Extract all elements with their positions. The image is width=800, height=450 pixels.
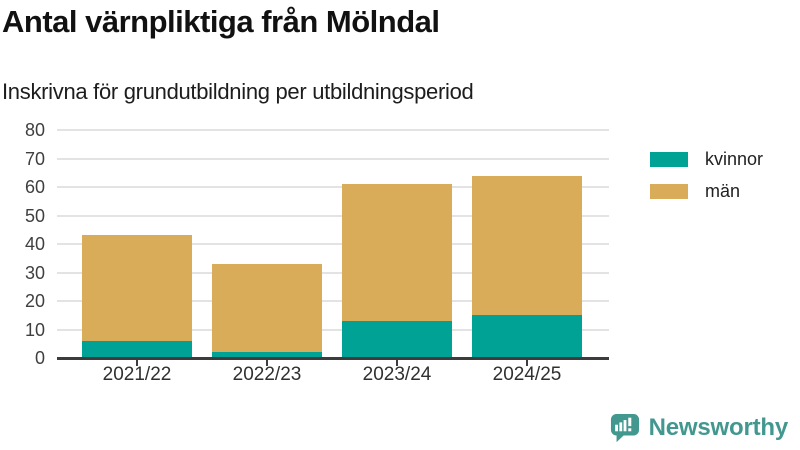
x-axis-tick-label: 2023/24 [362, 364, 432, 385]
chart-subtitle: Inskrivna för grundutbildning per utbild… [2, 79, 474, 104]
legend-swatch [650, 184, 688, 199]
gridline [57, 271, 609, 274]
y-axis-tick-label: 10 [24, 319, 45, 340]
bar-segment-män [82, 235, 192, 341]
y-axis-tick-label: 30 [24, 262, 45, 283]
gridline [57, 129, 609, 131]
x-axis-tick [266, 359, 268, 366]
bar-segment-män [342, 184, 452, 321]
bar-segment-män [472, 175, 582, 316]
bar-segment-kvinnor [82, 340, 192, 358]
legend: kvinnor män [650, 149, 763, 213]
legend-label: män [705, 181, 741, 201]
bar-segment-kvinnor [472, 315, 582, 358]
x-axis-line [57, 357, 609, 360]
y-axis-tick-label: 70 [24, 148, 45, 169]
plot-area [57, 129, 609, 366]
gridline [57, 214, 609, 217]
gridline [57, 328, 609, 331]
y-axis-tick-label: 20 [24, 291, 45, 311]
newsworthy-logo-icon [610, 413, 639, 443]
y-axis-tick-label: 60 [24, 177, 45, 197]
brand-name: Newsworthy [648, 414, 789, 441]
gridline [57, 157, 609, 160]
y-axis-tick-label: 80 [24, 120, 45, 140]
x-axis-labels: 2021/22 2022/23 2023/24 2024/25 [57, 364, 609, 390]
x-axis-tick-label: 2024/25 [492, 364, 562, 385]
x-axis-tick [526, 359, 528, 366]
stacked-bar [472, 175, 582, 358]
stacked-bar [212, 263, 322, 358]
chart-title: Antal värnpliktiga från Mölndal [2, 4, 440, 39]
brand-footer: Newsworthy [610, 412, 788, 444]
x-axis-tick [136, 359, 138, 366]
y-axis-tick-label: 0 [34, 348, 45, 368]
stacked-bar [342, 184, 452, 358]
legend-label: kvinnor [705, 149, 764, 169]
stacked-bar [82, 235, 192, 358]
gridline [57, 300, 609, 302]
bar-segment-kvinnor [342, 320, 452, 358]
x-axis-tick [396, 359, 398, 366]
gridline [57, 243, 609, 245]
legend-item-män: män [650, 181, 763, 202]
bar-segment-kvinnor [212, 352, 322, 358]
legend-item-kvinnor: kvinnor [650, 149, 763, 170]
gridline [57, 186, 609, 188]
bar-segment-män [212, 263, 322, 353]
x-axis-tick-label: 2022/23 [232, 364, 302, 385]
x-axis-tick-label: 2021/22 [102, 364, 172, 385]
legend-swatch [650, 152, 688, 167]
y-axis: 0 10 20 30 40 50 60 70 80 [0, 120, 45, 368]
y-axis-tick-label: 50 [24, 205, 45, 226]
y-axis-tick-label: 40 [24, 234, 45, 254]
